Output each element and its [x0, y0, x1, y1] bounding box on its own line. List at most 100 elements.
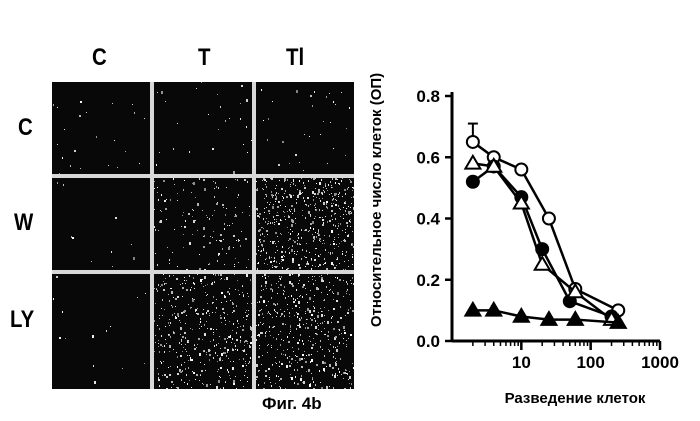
cell-speckle: [218, 254, 219, 256]
cell-speckle: [186, 280, 187, 281]
cell-speckle: [322, 224, 324, 226]
cell-speckle: [226, 187, 227, 188]
cell-speckle: [331, 216, 332, 217]
cell-speckle: [292, 213, 293, 214]
cell-speckle: [293, 240, 294, 241]
cell-speckle: [321, 279, 323, 282]
cell-speckle: [282, 323, 284, 325]
cell-speckle: [307, 197, 309, 199]
cell-speckle: [329, 290, 330, 291]
cell-speckle: [161, 194, 162, 196]
cell-speckle: [284, 316, 285, 317]
cell-speckle: [344, 239, 345, 240]
cell-speckle: [192, 329, 193, 330]
cell-speckle: [159, 385, 160, 386]
cell-speckle: [298, 348, 299, 350]
cell-speckle: [194, 283, 195, 285]
cell-speckle: [323, 240, 324, 241]
cell-speckle: [211, 283, 213, 285]
cell-speckle: [216, 386, 218, 389]
cell-speckle: [171, 381, 173, 383]
cell-speckle: [144, 118, 145, 119]
cell-speckle: [279, 380, 280, 381]
cell-speckle: [169, 374, 171, 376]
cell-speckle: [259, 310, 260, 312]
cell-speckle: [310, 341, 311, 342]
cell-speckle: [281, 315, 282, 316]
cell-speckle: [268, 210, 270, 212]
column-label-tl: Tl: [286, 44, 304, 72]
cell-speckle: [321, 292, 322, 293]
cell-speckle: [220, 240, 222, 242]
cell-speckle: [240, 118, 241, 120]
cell-speckle: [353, 283, 354, 285]
cell-speckle: [179, 320, 180, 321]
cell-speckle: [281, 188, 283, 190]
cell-speckle: [263, 317, 264, 318]
cell-speckle: [257, 215, 259, 217]
cell-speckle: [227, 349, 229, 351]
cell-speckle: [297, 369, 298, 371]
cell-speckle: [320, 241, 321, 242]
cell-speckle: [301, 366, 303, 368]
cell-speckle: [80, 101, 82, 103]
cell-speckle: [314, 295, 315, 296]
cell-speckle: [313, 381, 314, 383]
cell-speckle: [267, 139, 268, 141]
cell-speckle: [266, 258, 267, 259]
cell-speckle: [314, 205, 315, 206]
y-tick-label: 0.4: [416, 210, 440, 229]
cell-speckle: [332, 196, 333, 197]
cell-speckle: [331, 205, 333, 207]
cell-speckle: [158, 373, 159, 375]
cell-speckle: [331, 215, 332, 216]
cell-speckle: [291, 363, 292, 364]
cell-speckle: [288, 232, 289, 233]
cell-speckle: [324, 328, 325, 329]
cell-speckle: [352, 310, 354, 312]
cell-speckle: [159, 152, 160, 153]
cell-speckle: [70, 165, 71, 167]
cell-speckle: [213, 357, 214, 359]
cell-speckle: [240, 380, 241, 381]
cell-speckle: [291, 205, 293, 207]
cell-speckle: [324, 263, 325, 264]
cell-speckle: [209, 263, 210, 265]
cell-speckle: [271, 257, 272, 258]
cell-speckle: [280, 344, 281, 346]
cell-speckle: [266, 196, 267, 197]
cell-speckle: [282, 196, 283, 197]
cell-speckle: [157, 192, 158, 193]
cell-speckle: [287, 349, 288, 350]
cell-speckle: [300, 334, 301, 336]
cell-speckle: [195, 311, 196, 312]
cell-speckle: [190, 307, 191, 309]
cell-speckle: [308, 231, 309, 232]
cell-speckle: [165, 208, 167, 210]
data-point: [515, 164, 527, 176]
cell-speckle: [240, 340, 241, 341]
cell-speckle: [305, 288, 306, 289]
micrograph-c-tl: [256, 82, 354, 174]
cell-speckle: [206, 312, 207, 314]
cell-speckle: [278, 201, 279, 202]
cell-speckle: [258, 314, 260, 316]
cell-speckle: [227, 225, 228, 226]
cell-speckle: [246, 319, 247, 320]
cell-speckle: [280, 309, 281, 310]
row-label-ly: LY: [10, 306, 34, 334]
cell-speckle: [288, 341, 290, 343]
cell-speckle: [295, 223, 296, 224]
grid-divider: [150, 82, 154, 389]
cell-speckle: [184, 180, 185, 181]
cell-speckle: [336, 200, 337, 201]
cell-speckle: [348, 338, 349, 339]
cell-speckle: [155, 335, 156, 336]
cell-speckle: [347, 290, 348, 291]
cell-speckle: [338, 194, 339, 195]
cell-speckle: [266, 230, 268, 232]
cell-speckle: [65, 338, 66, 339]
cell-speckle: [225, 382, 226, 383]
cell-speckle: [332, 219, 333, 220]
cell-speckle: [303, 381, 305, 384]
